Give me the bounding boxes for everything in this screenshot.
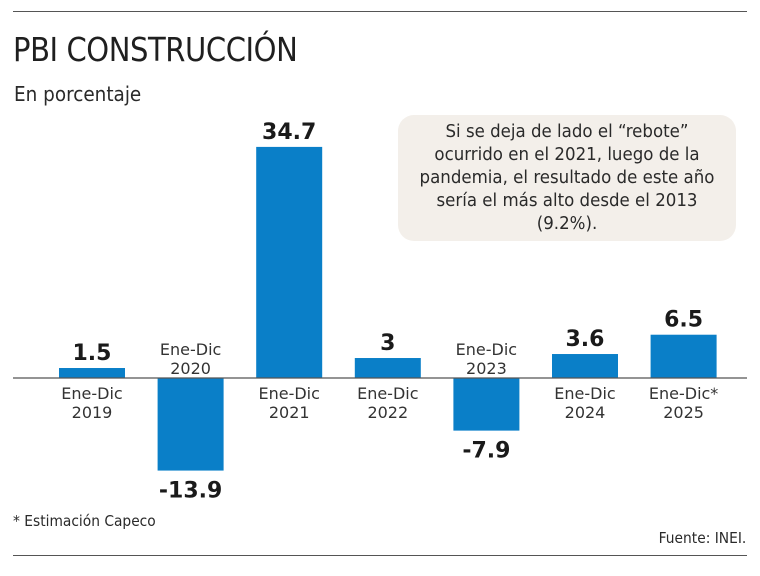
chart-title: PBI CONSTRUCCIÓN bbox=[13, 30, 298, 69]
chart-subtitle: En porcentaje bbox=[14, 82, 142, 106]
value-label-2022: 3 bbox=[380, 331, 395, 356]
category-label-line2: 2021 bbox=[269, 403, 310, 422]
category-label-line1: Ene-Dic bbox=[357, 384, 418, 403]
bars-group bbox=[59, 146, 717, 471]
bar-2022 bbox=[354, 358, 421, 378]
bar-2023 bbox=[453, 378, 520, 431]
value-label-2024: 3.6 bbox=[566, 327, 605, 352]
bar-2020 bbox=[157, 378, 224, 471]
bar-2025 bbox=[650, 334, 717, 378]
category-label-line1: Ene-Dic bbox=[456, 340, 517, 359]
labels-group: 1.5Ene-Dic2019Ene-Dic2020-13.934.7Ene-Di… bbox=[61, 120, 718, 504]
value-label-2025: 6.5 bbox=[664, 308, 703, 333]
category-label-line2: 2023 bbox=[466, 359, 507, 378]
value-label-2021: 34.7 bbox=[262, 120, 316, 145]
value-label-2019: 1.5 bbox=[73, 341, 112, 366]
source-credit: Fuente: INEI. bbox=[658, 529, 746, 547]
category-label-line2: 2019 bbox=[72, 403, 113, 422]
category-label-line1: Ene-Dic bbox=[61, 384, 122, 403]
category-label-line1: Ene-Dic* bbox=[649, 384, 718, 403]
value-label-2020: -13.9 bbox=[159, 479, 222, 504]
bar-2021 bbox=[256, 146, 323, 378]
category-label-line2: 2024 bbox=[565, 403, 606, 422]
footnote: * Estimación Capeco bbox=[13, 512, 156, 530]
annotation-text: Si se deja de lado el “rebote” ocurrido … bbox=[419, 121, 715, 234]
bottom-rule bbox=[13, 555, 747, 556]
category-label-line1: Ene-Dic bbox=[554, 384, 615, 403]
annotation-box: Si se deja de lado el “rebote” ocurrido … bbox=[398, 115, 736, 241]
category-label-line2: 2022 bbox=[367, 403, 408, 422]
top-rule bbox=[13, 11, 747, 12]
category-label-line1: Ene-Dic bbox=[160, 340, 221, 359]
category-label-line1: Ene-Dic bbox=[258, 384, 319, 403]
category-label-line2: 2025 bbox=[663, 403, 704, 422]
bar-2019 bbox=[59, 368, 125, 378]
category-label-line2: 2020 bbox=[170, 359, 211, 378]
value-label-2023: -7.9 bbox=[462, 439, 510, 464]
bar-2024 bbox=[552, 354, 618, 378]
